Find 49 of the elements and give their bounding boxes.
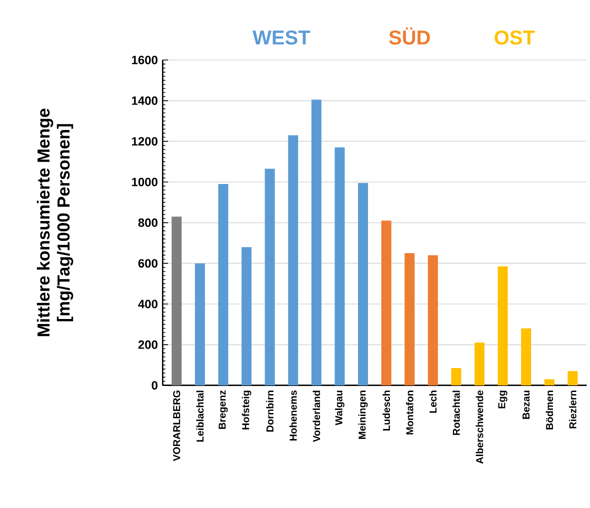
x-tick-label: Rotachtal bbox=[452, 390, 460, 435]
y-tick-label: 200 bbox=[138, 340, 158, 349]
x-tick-label: Montafon bbox=[406, 390, 414, 434]
x-tick-label: Meiningen bbox=[358, 390, 368, 439]
x-tick-label: Walgau bbox=[335, 390, 344, 426]
x-tick-label: Leiblachtal bbox=[196, 390, 204, 442]
x-tick-label: Hohenems bbox=[289, 390, 297, 440]
x-tick-label: Egg bbox=[498, 390, 508, 408]
bar bbox=[381, 220, 392, 386]
bar bbox=[311, 100, 322, 386]
x-tick-label: Bödmen bbox=[546, 390, 554, 430]
x-tick-label: Lech bbox=[429, 390, 437, 413]
bar bbox=[544, 379, 554, 386]
y-tick-label: 400 bbox=[138, 300, 158, 308]
x-tick-label: Riezlern bbox=[569, 390, 576, 428]
bar bbox=[568, 371, 578, 386]
bar bbox=[288, 135, 298, 386]
y-tick-label: 800 bbox=[138, 218, 158, 227]
bar bbox=[218, 184, 228, 386]
bar bbox=[172, 216, 182, 386]
y-tick-label: 1400 bbox=[132, 96, 158, 105]
y-axis-title: Mittlere konsumierte Menge [mg/Tag/1000 Personen] bbox=[36, 108, 74, 336]
bar bbox=[428, 255, 438, 386]
bar bbox=[358, 183, 368, 386]
x-tick-label: Alberschwende bbox=[476, 390, 484, 464]
x-tick-label: Vorderland bbox=[312, 390, 320, 442]
y-tick-label: 600 bbox=[138, 259, 158, 268]
y-tick-label: 0 bbox=[152, 381, 158, 390]
bar bbox=[498, 266, 508, 386]
x-tick-label: VORARLBERG bbox=[173, 390, 180, 462]
y-tick-label: 1000 bbox=[132, 178, 158, 186]
bar bbox=[334, 147, 345, 386]
x-tick-label: Hofsteig bbox=[242, 390, 252, 430]
bar bbox=[404, 253, 415, 386]
x-tick-label: Bezau bbox=[522, 390, 530, 419]
x-tick-label: Dornbirn bbox=[266, 390, 274, 432]
x-tick-label: Bregenz bbox=[218, 390, 228, 429]
text: SÜD bbox=[389, 27, 430, 45]
x-tick-label: Ludesch bbox=[382, 390, 390, 430]
bar bbox=[521, 328, 532, 386]
y-tick-label: 1600 bbox=[132, 56, 158, 64]
y-tick-label: 1200 bbox=[132, 137, 158, 146]
bar bbox=[474, 342, 484, 386]
text: WEST bbox=[252, 30, 310, 45]
bar bbox=[242, 247, 252, 386]
bar bbox=[264, 168, 275, 386]
bar bbox=[194, 263, 205, 386]
bar bbox=[451, 368, 462, 386]
text: OST bbox=[494, 30, 535, 45]
